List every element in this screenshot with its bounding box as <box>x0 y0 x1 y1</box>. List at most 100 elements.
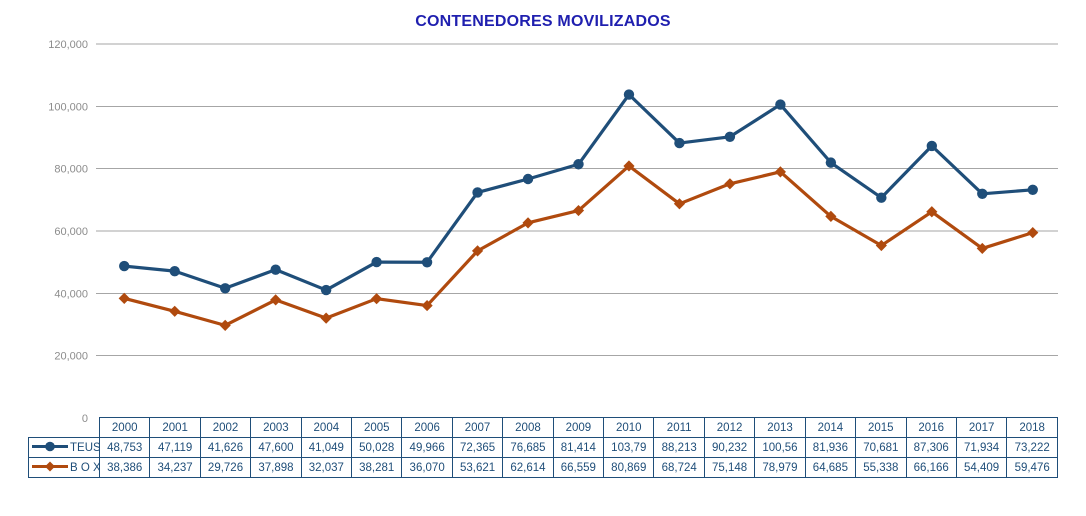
data-table: 2000 2001 2002 2003 2004 2005 2006 2007 2008 2009… <box>28 417 1058 478</box>
value-cell: 81,414 <box>552 437 605 458</box>
teus-point-marker <box>674 137 685 149</box>
year-header-cell: 2008 <box>502 417 554 438</box>
box-point-marker <box>320 312 332 324</box>
teus-point-marker <box>119 260 130 272</box>
value-cell: 38,281 <box>351 457 403 478</box>
year-header-cell: 2016 <box>905 417 957 438</box>
year-header-cell: 2017 <box>955 417 1008 438</box>
year-header-cell: 2012 <box>703 417 756 438</box>
value-cell: 76,685 <box>502 437 554 458</box>
y-tick-label: 80,000 <box>54 164 88 176</box>
value-cell: 53,621 <box>451 457 504 478</box>
teus-point-marker <box>169 265 180 277</box>
value-cell: 36,070 <box>401 457 453 478</box>
value-cell: 62,614 <box>502 457 554 478</box>
year-header-cell: 2010 <box>603 417 655 438</box>
teus-point-marker <box>270 264 281 275</box>
y-tick-label: 40,000 <box>54 288 88 300</box>
box-point-marker <box>270 294 282 306</box>
teus-data-row: TEUS 48,753 47,119 41,626 47,600 41,049 50,02… <box>28 437 1058 458</box>
box-point-marker <box>572 204 585 217</box>
value-cell: 81,936 <box>804 437 857 458</box>
year-header-cell: 2014 <box>804 417 857 438</box>
value-cell: 72,365 <box>451 437 504 458</box>
year-header-cell: 2005 <box>351 417 403 438</box>
value-cell: 55,338 <box>855 457 907 478</box>
teus-point-marker <box>472 187 483 198</box>
teus-line-marker-icon <box>31 440 69 456</box>
teus-point-marker <box>977 188 988 200</box>
year-header-cell: 2018 <box>1006 417 1058 438</box>
box-legend-cell: B O X <box>28 457 100 478</box>
teus-point-marker <box>775 99 786 110</box>
box-point-marker <box>169 305 181 317</box>
chart-title: CONTENEDORES MOVILIZADOS <box>415 13 671 30</box>
box-point-marker <box>926 206 938 218</box>
box-point-marker <box>1027 227 1039 239</box>
teus-point-marker <box>522 173 534 185</box>
box-point-marker <box>471 245 484 257</box>
value-cell: 71,934 <box>955 437 1008 458</box>
series-box <box>118 160 1039 331</box>
value-cell: 47,119 <box>149 437 201 458</box>
value-cell: 90,232 <box>703 437 756 458</box>
year-header-row: 2000 2001 2002 2003 2004 2005 2006 2007 2008 2009… <box>29 417 1058 438</box>
value-cell: 103,79 <box>603 437 655 458</box>
box-point-marker <box>825 210 837 222</box>
y-tick-label: 60,000 <box>54 226 88 238</box>
y-tick-label: 20,000 <box>54 351 88 363</box>
box-point-marker <box>774 166 786 178</box>
box-point-marker <box>673 198 686 210</box>
y-tick-label: 0 <box>82 413 88 425</box>
year-header-cell: 2009 <box>552 417 605 438</box>
year-header-cell: 2011 <box>653 417 705 438</box>
teus-point-marker <box>371 256 382 268</box>
box-point-marker <box>371 293 383 305</box>
table-corner-cell <box>29 418 100 438</box>
teus-point-marker <box>320 284 332 296</box>
gridlines <box>96 43 1058 357</box>
value-cell: 64,685 <box>804 457 857 478</box>
box-legend-label: B O X <box>70 461 100 474</box>
teus-legend-cell: TEUS <box>28 437 100 458</box>
value-cell: 41,626 <box>199 437 252 458</box>
box-point-marker <box>976 242 988 255</box>
value-cell: 49,966 <box>401 437 453 458</box>
box-point-marker <box>421 299 433 312</box>
value-cell: 59,476 <box>1006 457 1058 478</box>
value-cell: 78,979 <box>754 457 806 478</box>
y-axis-labels: 0 20,000 40,000 60,000 80,000 100,000 120,000 <box>48 39 88 425</box>
value-cell: 38,386 <box>98 457 151 478</box>
value-cell: 73,222 <box>1006 437 1058 458</box>
teus-point-marker <box>926 140 938 152</box>
value-cell: 41,049 <box>300 437 353 458</box>
value-cell: 68,724 <box>653 457 705 478</box>
value-cell: 88,213 <box>653 437 705 458</box>
teus-point-marker <box>724 131 736 142</box>
year-header-cell: 2013 <box>754 417 806 438</box>
teus-point-marker <box>825 157 837 168</box>
value-cell: 66,559 <box>552 457 605 478</box>
value-cell: 29,726 <box>199 457 252 478</box>
box-point-marker <box>875 239 887 252</box>
teus-point-marker <box>623 89 635 100</box>
value-cell: 47,600 <box>250 437 302 458</box>
series-teus <box>119 89 1038 296</box>
value-cell: 100,56 <box>754 437 806 458</box>
value-cell: 87,306 <box>905 437 957 458</box>
value-cell: 37,898 <box>250 457 302 478</box>
value-cell: 66,166 <box>905 457 957 478</box>
year-header-cell: 2002 <box>199 417 252 438</box>
year-header-cell: 2001 <box>149 417 201 438</box>
value-cell: 80,869 <box>603 457 655 478</box>
box-line-marker-icon <box>31 460 69 476</box>
box-point-marker <box>724 178 736 190</box>
year-header-cell: 2000 <box>98 417 151 438</box>
teus-point-marker <box>876 192 887 203</box>
teus-legend-label: TEUS <box>70 441 100 454</box>
value-cell: 50,028 <box>351 437 403 458</box>
value-cell: 48,753 <box>98 437 151 458</box>
value-cell: 70,681 <box>855 437 907 458</box>
